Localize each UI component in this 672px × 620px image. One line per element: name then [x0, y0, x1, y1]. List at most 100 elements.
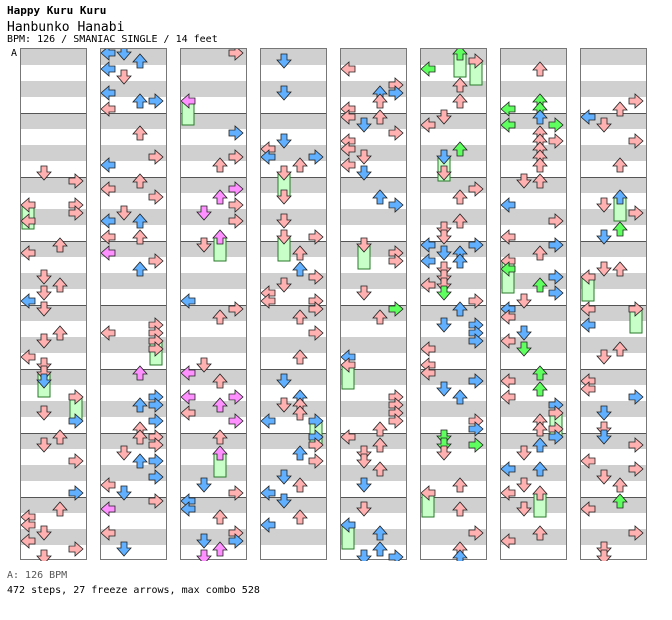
right-arrow-icon [148, 389, 164, 405]
right-arrow-icon [308, 429, 324, 445]
up-arrow-icon [212, 229, 228, 245]
up-arrow-icon [372, 461, 388, 477]
measure-line [261, 497, 326, 498]
up-arrow-icon [292, 477, 308, 493]
measure-line [261, 241, 326, 242]
down-arrow-icon [276, 85, 292, 101]
up-arrow-icon [452, 301, 468, 317]
down-arrow-icon [516, 501, 532, 517]
down-arrow-icon [116, 69, 132, 85]
right-arrow-icon [308, 149, 324, 165]
right-arrow-icon [388, 77, 404, 93]
arrow-layer [101, 49, 164, 557]
right-arrow-icon [308, 293, 324, 309]
up-arrow-icon [292, 309, 308, 325]
left-arrow-icon [501, 117, 516, 133]
left-arrow-icon [101, 85, 116, 101]
arrow-layer [181, 49, 244, 561]
measure-line [501, 113, 566, 114]
up-arrow-icon [292, 445, 308, 461]
down-arrow-icon [436, 109, 452, 125]
right-arrow-icon [548, 429, 564, 445]
left-arrow-icon [21, 293, 36, 309]
up-arrow-icon [452, 501, 468, 517]
right-arrow-icon [228, 301, 244, 317]
right-arrow-icon [468, 237, 484, 253]
up-arrow-icon [532, 365, 548, 381]
left-arrow-icon [501, 301, 516, 317]
left-arrow-icon [181, 405, 196, 421]
up-arrow-icon [452, 77, 468, 93]
left-arrow-icon [581, 453, 596, 469]
left-arrow-icon [261, 517, 276, 533]
arrow-layer [341, 61, 404, 561]
down-arrow-icon [36, 301, 52, 317]
right-arrow-icon [548, 405, 564, 421]
stats-line: 472 steps, 27 freeze arrows, max combo 5… [7, 585, 260, 596]
measure-line [341, 241, 406, 242]
down-arrow-icon [276, 189, 292, 205]
right-arrow-icon [548, 237, 564, 253]
right-arrow-icon [628, 93, 644, 109]
measure-line [581, 241, 646, 242]
left-arrow-icon [101, 325, 116, 341]
left-arrow-icon [341, 101, 356, 117]
left-arrow-icon [261, 141, 276, 157]
up-arrow-icon [292, 405, 308, 421]
right-arrow-icon [308, 229, 324, 245]
right-arrow-icon [228, 413, 244, 429]
up-arrow-icon [132, 261, 148, 277]
measure-line [501, 305, 566, 306]
arrow-layer [421, 49, 484, 561]
down-arrow-icon [356, 501, 372, 517]
up-arrow-icon [532, 173, 548, 189]
measure-line [501, 369, 566, 370]
measure-line [421, 433, 486, 434]
down-arrow-icon [356, 117, 372, 133]
measure-line [181, 433, 246, 434]
up-arrow-icon [532, 421, 548, 437]
down-arrow-icon [196, 357, 212, 373]
down-arrow-icon [276, 397, 292, 413]
up-arrow-icon [532, 109, 548, 125]
down-arrow-icon [276, 277, 292, 293]
up-arrow-icon [212, 445, 228, 461]
right-arrow-icon [628, 525, 644, 541]
right-arrow-icon [68, 389, 84, 405]
left-arrow-icon [261, 293, 276, 309]
up-arrow-icon [452, 93, 468, 109]
measure-line [181, 305, 246, 306]
right-arrow-icon [148, 397, 164, 413]
down-arrow-icon [116, 485, 132, 501]
right-arrow-icon [388, 397, 404, 413]
up-arrow-icon [612, 157, 628, 173]
down-arrow-icon [436, 165, 452, 181]
right-arrow-icon [388, 85, 404, 101]
right-arrow-icon [148, 413, 164, 429]
up-arrow-icon [612, 101, 628, 117]
up-arrow-icon [372, 525, 388, 541]
measure-line [181, 369, 246, 370]
up-arrow-icon [292, 509, 308, 525]
up-arrow-icon [452, 49, 468, 61]
chart-column [260, 48, 327, 560]
left-arrow-icon [261, 285, 276, 301]
right-arrow-icon [468, 437, 484, 453]
left-arrow-icon [101, 101, 116, 117]
down-arrow-icon [36, 269, 52, 285]
left-arrow-icon [181, 93, 196, 109]
right-arrow-icon [228, 49, 244, 61]
left-arrow-icon [101, 525, 116, 541]
down-arrow-icon [596, 429, 612, 445]
up-arrow-icon [212, 309, 228, 325]
up-arrow-icon [52, 429, 68, 445]
right-arrow-icon [228, 197, 244, 213]
left-arrow-icon [501, 261, 516, 277]
up-arrow-icon [612, 493, 628, 509]
down-arrow-icon [516, 293, 532, 309]
down-arrow-icon [436, 245, 452, 261]
left-arrow-icon [21, 213, 36, 229]
right-arrow-icon [628, 461, 644, 477]
down-arrow-icon [36, 333, 52, 349]
down-arrow-icon [356, 149, 372, 165]
